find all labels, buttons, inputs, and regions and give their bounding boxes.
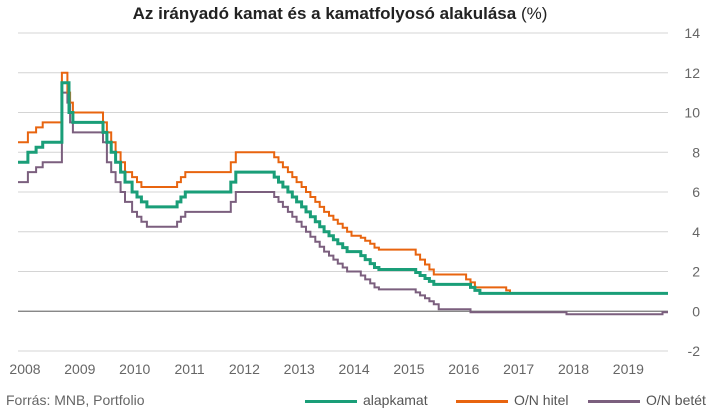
legend-label-alapkamat: alapkamat: [363, 392, 428, 408]
x-tick-label: 2011: [175, 361, 205, 377]
y-tick-label: 8: [692, 144, 700, 160]
series-line-alapkamat: [18, 81, 668, 295]
y-tick-label: 10: [684, 105, 700, 121]
y-tick-label: 0: [692, 303, 700, 319]
legend-swatch-on-hitel: [456, 400, 508, 403]
x-tick-label: 2008: [9, 361, 40, 377]
legend-label-on-betet: O/N betét: [646, 392, 706, 408]
x-tick-label: 2017: [503, 361, 534, 377]
x-tick-label: 2018: [558, 361, 589, 377]
x-tick-label: 2010: [119, 361, 150, 377]
x-tick-label: 2013: [284, 361, 315, 377]
x-axis-tick-labels: 2008 2009 2010 2011 2012 2013 2014 2015 2016 2017…: [9, 361, 644, 377]
legend-swatch-on-betet: [588, 400, 640, 403]
chart-title: Az irányadó kamat és a kamatfolyosó alak…: [0, 4, 680, 24]
y-axis-tick-labels: -2 0 2 4 6 8 10 12 14: [684, 25, 700, 359]
series-line-on-betet: [18, 91, 668, 316]
y-tick-label: 14: [684, 25, 700, 41]
legend-swatch-alapkamat: [305, 400, 357, 403]
y-tick-label: -2: [688, 343, 701, 359]
series-lines: [18, 71, 668, 316]
gridlines: [18, 32, 668, 352]
y-tick-label: 6: [692, 184, 700, 200]
y-tick-label: 2: [692, 264, 700, 280]
y-tick-label: 12: [684, 65, 700, 81]
x-tick-label: 2012: [229, 361, 260, 377]
x-tick-label: 2016: [448, 361, 479, 377]
legend-label-on-hitel: O/N hitel: [514, 392, 569, 408]
x-tick-label: 2019: [613, 361, 644, 377]
source-note: Forrás: MNB, Portfolio: [6, 392, 145, 408]
chart-title-unit: (%): [516, 4, 548, 23]
x-tick-label: 2014: [339, 361, 370, 377]
y-tick-label: 4: [692, 224, 700, 240]
x-tick-label: 2015: [393, 361, 424, 377]
chart-title-main: Az irányadó kamat és a kamatfolyosó alak…: [132, 4, 517, 23]
x-tick-label: 2009: [64, 361, 95, 377]
